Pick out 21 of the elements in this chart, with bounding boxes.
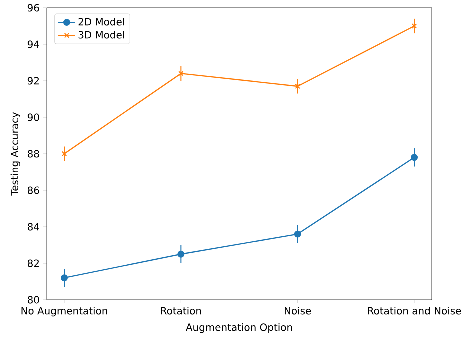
y-tick-label: 92 <box>28 77 39 85</box>
legend-label: 3D Model <box>78 31 124 39</box>
point <box>61 274 68 282</box>
y-tick-label: 94 <box>28 40 40 48</box>
y-tick-label: 80 <box>28 296 40 304</box>
y-tick-label: 86 <box>28 186 40 194</box>
point <box>411 154 418 162</box>
y-tick-label: 90 <box>28 114 40 122</box>
x-axis-title: Augmentation Option <box>186 323 292 334</box>
x-tick-label: Rotation <box>161 307 202 315</box>
y-tick-label: 96 <box>28 4 40 12</box>
y-tick-label: 82 <box>28 260 39 268</box>
point <box>294 230 302 238</box>
point <box>178 250 185 258</box>
y-tick-label: 88 <box>28 150 40 158</box>
x-tick-label: No Augmentation <box>22 307 108 317</box>
y-axis-title: Testing Accuracy <box>10 112 20 196</box>
y-tick-label: 84 <box>28 223 40 231</box>
x-tick-label: Noise <box>285 307 312 315</box>
legend-label: 2D Model <box>78 18 124 26</box>
x-tick-label: Rotation and Noise <box>368 307 462 315</box>
